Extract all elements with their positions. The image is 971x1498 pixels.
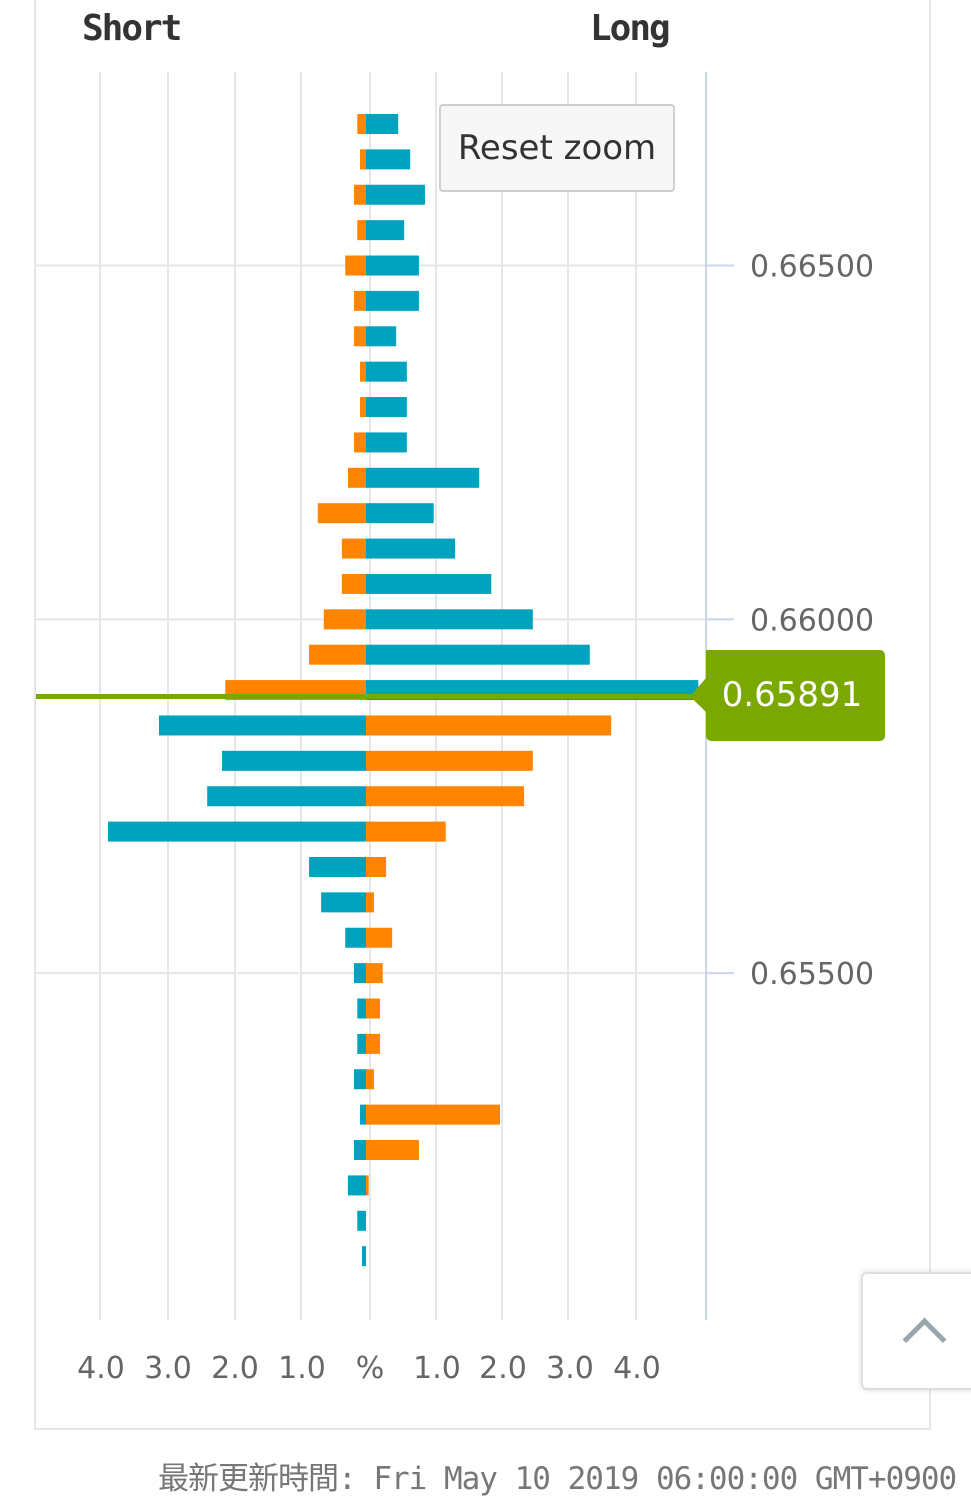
long-bar	[366, 963, 383, 984]
short-bar	[345, 927, 366, 948]
short-bar	[309, 856, 366, 877]
x-tick-label: 4.0	[77, 1351, 125, 1386]
long-bar	[366, 1104, 500, 1125]
x-tick-label: 2.0	[211, 1351, 259, 1386]
scroll-to-top-button[interactable]	[861, 1272, 971, 1390]
long-bar	[366, 432, 407, 453]
short-bar	[353, 1140, 366, 1161]
short-bar	[345, 255, 366, 276]
x-tick-label: 4.0	[613, 1351, 661, 1386]
long-bar	[366, 290, 419, 311]
short-bar	[357, 998, 366, 1019]
short-bar	[321, 892, 366, 913]
short-bar	[353, 326, 366, 347]
long-bar	[366, 1175, 369, 1196]
short-bar	[347, 1175, 366, 1196]
y-tick-label: 0.66000	[750, 603, 874, 638]
long-bar	[366, 538, 456, 559]
long-bar	[366, 715, 612, 736]
short-bar	[158, 715, 366, 736]
long-bar	[366, 361, 407, 382]
short-bar	[357, 1210, 366, 1231]
x-tick-label: 1.0	[413, 1351, 461, 1386]
long-bar	[366, 326, 397, 347]
x-tick-label: 3.0	[546, 1351, 594, 1386]
long-header: Long	[590, 8, 671, 49]
x-tick-label: 1.0	[278, 1351, 326, 1386]
long-bar	[366, 184, 425, 205]
long-bar	[366, 255, 419, 276]
short-bar	[347, 467, 366, 488]
short-bar	[357, 114, 366, 134]
current-price-label: 0.65891	[722, 675, 863, 715]
short-bar	[353, 963, 366, 984]
short-header: Short	[82, 8, 182, 49]
long-bar	[366, 1140, 419, 1161]
long-bar	[366, 998, 381, 1019]
short-bar	[341, 538, 366, 559]
short-bar	[359, 149, 366, 170]
short-bar	[359, 1104, 366, 1125]
long-bar	[366, 467, 480, 488]
long-bar	[366, 821, 446, 842]
long-bar	[366, 114, 399, 134]
chevron-up-icon	[902, 1317, 947, 1362]
long-bar	[366, 927, 393, 948]
long-bar	[366, 1069, 375, 1090]
short-bar	[353, 1069, 366, 1090]
x-tick-label: 3.0	[144, 1351, 192, 1386]
short-bar	[361, 1246, 366, 1267]
y-tick-label: 0.65500	[750, 957, 874, 992]
long-bar	[366, 856, 387, 877]
short-bar	[207, 786, 366, 807]
long-bar	[366, 220, 405, 241]
long-bar	[366, 644, 590, 665]
long-bar	[366, 149, 411, 170]
long-bar	[366, 892, 375, 913]
current-price-badge	[690, 650, 885, 741]
x-axis-unit-label: %	[356, 1351, 385, 1386]
short-bar	[359, 397, 366, 418]
long-bar	[366, 503, 434, 524]
short-bar	[323, 609, 366, 630]
short-bar	[353, 184, 366, 205]
short-bar	[357, 220, 366, 241]
short-bar	[357, 1033, 366, 1054]
long-bar	[366, 786, 525, 807]
long-bar	[366, 750, 533, 771]
short-bar	[353, 290, 366, 311]
long-bar	[366, 1033, 381, 1054]
short-bar	[309, 644, 366, 665]
short-bar	[359, 361, 366, 382]
chart-frame	[34, 0, 931, 1430]
y-tick-label: 0.66500	[750, 250, 874, 285]
reset-zoom-button[interactable]: Reset zoom	[439, 104, 675, 192]
x-tick-label: 2.0	[479, 1351, 527, 1386]
last-updated-text: 最新更新時間: Fri May 10 2019 06:00:00 GMT+090…	[158, 1461, 957, 1497]
short-bar	[341, 573, 366, 594]
short-bar	[108, 821, 367, 842]
short-bar	[317, 503, 366, 524]
long-bar	[366, 609, 533, 630]
short-bar	[353, 432, 366, 453]
long-bar	[366, 397, 407, 418]
short-bar	[221, 750, 366, 771]
long-bar	[366, 573, 492, 594]
